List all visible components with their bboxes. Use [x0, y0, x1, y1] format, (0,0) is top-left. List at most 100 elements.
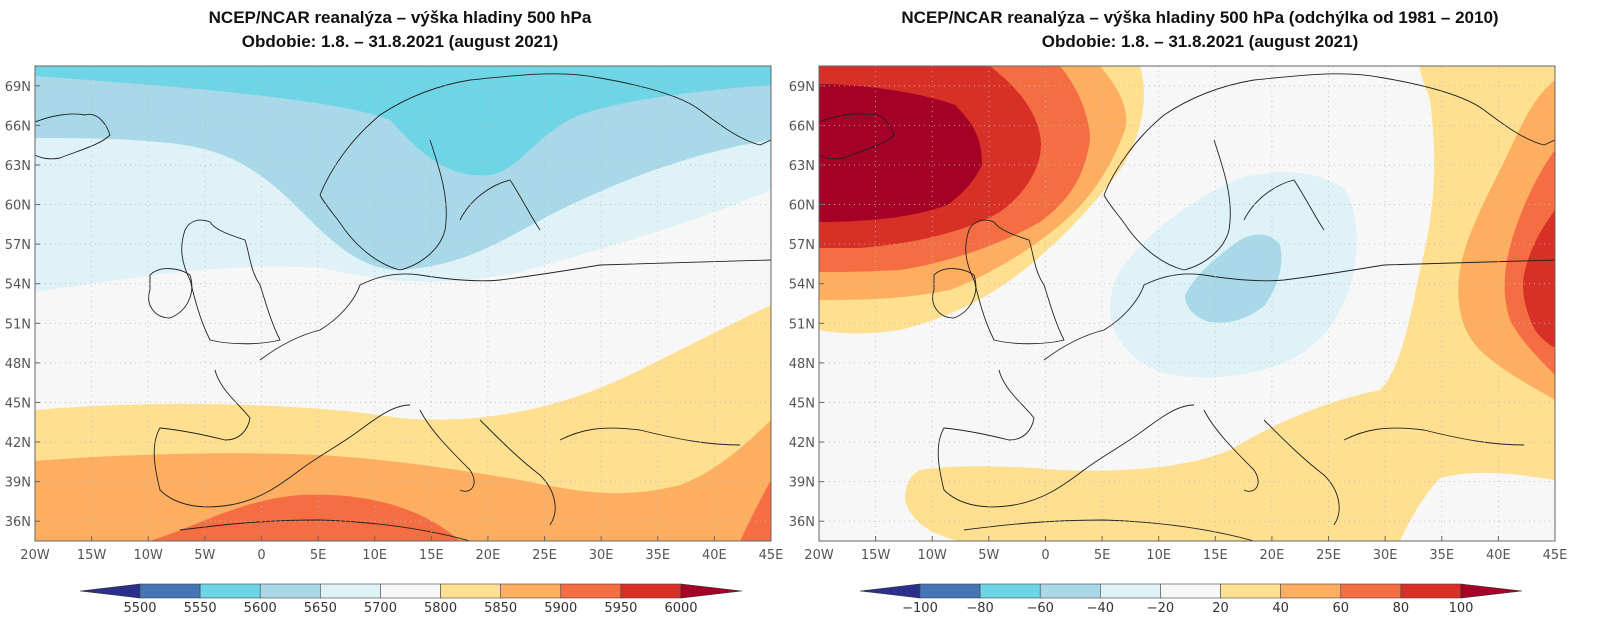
x-tick-label: 0: [1041, 548, 1049, 563]
colorbar-label: 100: [1449, 601, 1474, 616]
colorbar-label: −80: [966, 601, 993, 616]
left-title-line2: Obdobie: 1.8. – 31.8.2021 (august 2021): [241, 32, 559, 51]
colorbar-label: 5700: [364, 601, 397, 616]
colorbar-extend-low: [859, 583, 921, 599]
colorbar-label: 5950: [604, 601, 637, 616]
y-tick-label: 36N: [789, 515, 815, 530]
colorbar-label: 5550: [184, 601, 217, 616]
colorbar-extend-low: [79, 583, 141, 599]
colorbar-box: [1400, 583, 1462, 599]
coastline-ireland: [148, 268, 193, 319]
colorbar-label: −100: [902, 601, 938, 616]
x-tick-label: 5W: [978, 548, 999, 563]
colorbar-label: 20: [1212, 601, 1229, 616]
colorbar-box: [1039, 583, 1101, 599]
y-tick-label: 63N: [5, 159, 31, 174]
coastline-north-africa: [963, 519, 1255, 541]
x-tick-label: 15E: [419, 548, 444, 563]
colorbar-label: 60: [1333, 601, 1350, 616]
colorbar-box: [560, 583, 622, 599]
left-gridlines: [35, 66, 771, 541]
y-tick-label: 42N: [5, 436, 31, 451]
right-title-line2: Obdobie: 1.8. – 31.8.2021 (august 2021): [1041, 32, 1359, 51]
colorbar-label: 40: [1272, 601, 1289, 616]
y-tick-label: 45N: [789, 396, 815, 411]
fill-gt100-west: [819, 84, 982, 222]
colorbar-label: 5500: [123, 601, 156, 616]
y-tick-label: 60N: [5, 199, 31, 214]
colorbar-label: 80: [1393, 601, 1410, 616]
fill-5600-5650: [35, 66, 771, 270]
y-tick-label: 57N: [789, 238, 815, 253]
right-axis-ticks: 20W 15W 10W 5W 0 5E 10E 15E 20E 25E 30E 35E 40E 45E 36…: [789, 80, 1568, 563]
colorbar-box: [1100, 583, 1161, 599]
colorbar-label: 6000: [664, 601, 697, 616]
fill-5900-5950: [150, 494, 460, 541]
x-tick-label: 45E: [1543, 548, 1568, 563]
colorbar-box: [500, 583, 562, 599]
x-tick-label: 10W: [134, 548, 164, 563]
right-map-panel: 20W 15W 10W 5W 0 5E 10E 15E 20E 25E 30E 35E 40E 45E 36…: [789, 65, 1568, 616]
left-contour-fills: [35, 66, 771, 541]
colorbar-label: 5900: [544, 601, 577, 616]
colorbar-box: [919, 583, 981, 599]
left-axis-ticks: 20W 15W 10W 5W 0 5E 10E 15E 20E 25E 30E 35E 40E 45E 36…: [5, 80, 784, 563]
x-tick-label: 30E: [589, 548, 614, 563]
y-tick-label: 51N: [5, 317, 31, 332]
y-tick-label: 69N: [789, 80, 815, 95]
colorbar-box: [440, 583, 501, 599]
fill-5900-5950-east: [740, 480, 771, 541]
x-tick-label: 25E: [1316, 548, 1341, 563]
y-tick-label: 54N: [789, 278, 815, 293]
colorbar-extend-high: [1460, 583, 1523, 599]
x-tick-label: 40E: [702, 548, 727, 563]
x-tick-label: 15W: [861, 548, 891, 563]
colorbar-label: −20: [1147, 601, 1174, 616]
right-plot-frame: [818, 65, 1556, 542]
coastline-italy-balkans: [1203, 409, 1525, 526]
colorbar-box: [320, 583, 381, 599]
coastline-europe-main: [153, 259, 771, 508]
fill-20-40-south: [905, 66, 1555, 541]
y-tick-label: 57N: [5, 238, 31, 253]
y-tick-label: 66N: [5, 119, 31, 134]
x-tick-label: 35E: [645, 548, 670, 563]
y-tick-label: 54N: [5, 278, 31, 293]
y-tick-label: 45N: [5, 396, 31, 411]
colorbar-box: [259, 583, 321, 599]
y-tick-label: 39N: [789, 476, 815, 491]
y-tick-label: 51N: [789, 317, 815, 332]
left-title-line1: NCEP/NCAR reanalýza – výška hladiny 500 …: [208, 8, 592, 27]
right-title-line1: NCEP/NCAR reanalýza – výška hladiny 500 …: [901, 8, 1499, 27]
right-chart-title: NCEP/NCAR reanalýza – výška hladiny 500 …: [800, 6, 1600, 54]
coastline-north-africa: [179, 519, 471, 541]
colorbar-box: [1280, 583, 1342, 599]
fill-80-100-east: [1523, 210, 1555, 348]
right-colorbar: −100 −80 −60 −40 −20 20 40 60 80 100: [859, 583, 1523, 616]
x-tick-label: 0: [257, 548, 265, 563]
colorbar-box: [979, 583, 1041, 599]
x-tick-label: 10E: [362, 548, 387, 563]
x-tick-label: 30E: [1373, 548, 1398, 563]
left-colorbar: 5500 5550 5600 5650 5700 5800 5850 5900 5950 6000: [79, 583, 743, 616]
left-plot-frame: [34, 65, 772, 542]
coastline-italy-balkans: [419, 409, 741, 526]
colorbar-extend-high: [680, 583, 743, 599]
colorbar-label: −60: [1027, 601, 1054, 616]
x-tick-label: 25E: [532, 548, 557, 563]
x-tick-label: 20E: [476, 548, 501, 563]
left-map-panel: 20W 15W 10W 5W 0 5E 10E 15E 20E 25E 30E 35E 40E 45E 36…: [5, 65, 784, 616]
coastline-iceland: [819, 113, 895, 160]
x-tick-label: 5E: [1094, 548, 1111, 563]
y-tick-label: 48N: [789, 357, 815, 372]
fill-5550-5600: [35, 66, 771, 176]
colorbar-box: [139, 583, 201, 599]
colorbar-box: [1340, 583, 1402, 599]
colorbar-label: 5600: [244, 601, 277, 616]
colorbar-label: 5850: [484, 601, 517, 616]
right-coastlines: [819, 73, 1555, 541]
y-tick-label: 60N: [789, 199, 815, 214]
colorbar-box: [199, 583, 261, 599]
y-tick-label: 36N: [5, 515, 31, 530]
